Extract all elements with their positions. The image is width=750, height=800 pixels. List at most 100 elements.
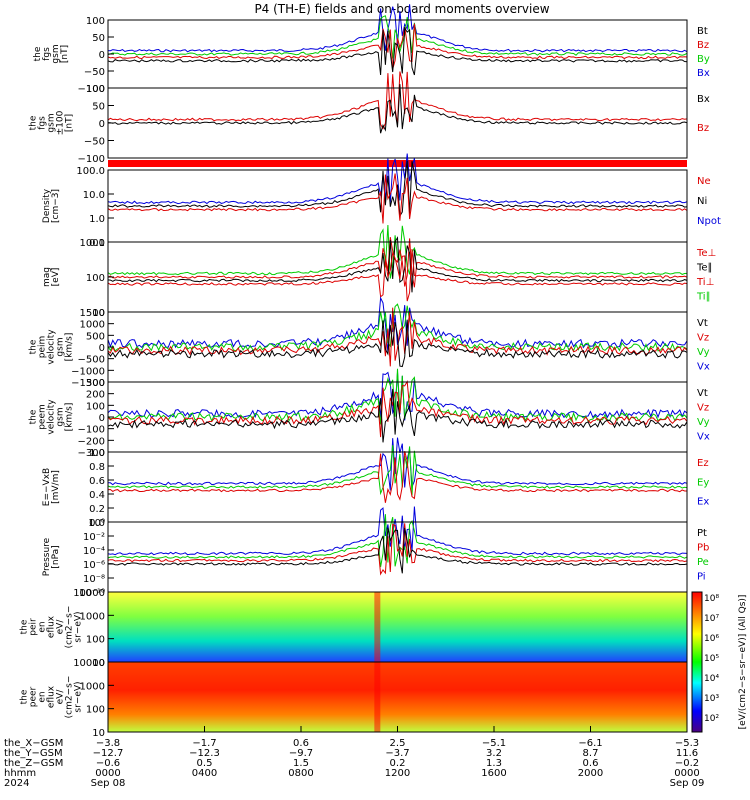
y-axis-label-line: peim bbox=[38, 336, 48, 359]
y-tick-label: 1000 bbox=[80, 238, 105, 249]
y-axis-label-line: gsm bbox=[51, 44, 61, 63]
y-tick-label: −50 bbox=[84, 137, 105, 148]
y-tick-label: 10⁻¹⁰ bbox=[79, 588, 105, 599]
status-bar bbox=[108, 160, 687, 167]
y-axis-label-line: [nT] bbox=[65, 114, 75, 132]
y-axis-label-line: [km/s] bbox=[65, 333, 75, 362]
colorbar-tick-label: 10⁷ bbox=[704, 614, 719, 624]
series-trace bbox=[107, 224, 688, 279]
panel-fgs_gsm_100: 100 50 0 −50 −100 the fgs gsm ±100 [nT] Bx Bz bbox=[29, 71, 710, 165]
y-axis-label-line: Pressure bbox=[42, 537, 52, 576]
colorbar-tick-label: 10⁴ bbox=[704, 674, 719, 684]
x-tick-label: −1.7 bbox=[192, 738, 216, 749]
colorbar-label-text: [eV/(cm2−s−sr−eV)] (All Qs)] bbox=[738, 595, 748, 730]
y-axis-label-line: velocity bbox=[47, 399, 57, 435]
series-trace bbox=[107, 84, 688, 134]
y-tick-label: 0.0 bbox=[89, 518, 105, 529]
legend-entry: Vt bbox=[697, 318, 708, 329]
x-tick-label: 1.5 bbox=[293, 758, 309, 769]
legend-entry: Pi bbox=[697, 572, 706, 583]
panel-efield: 1.0 0.8 0.6 0.4 0.2 0.0 E=−VxB [mV/m] Ez Ey Ex bbox=[42, 437, 709, 529]
x-row-label: 2024 bbox=[4, 778, 29, 789]
x-tick-label: 2.5 bbox=[390, 738, 406, 749]
series-trace bbox=[107, 173, 688, 224]
x-tick-label: −6.1 bbox=[578, 738, 602, 749]
colorbar-tick-label: 10² bbox=[704, 714, 719, 724]
series-trace bbox=[107, 445, 688, 496]
y-axis-label-line: eflux bbox=[47, 615, 57, 638]
y-axis-label: the peim velocity gsm [km/s] bbox=[29, 329, 75, 365]
panel-temperature: 1000 100 10 mag [eV] Te⊥ Te∥ Ti⊥ Ti∥ bbox=[42, 224, 716, 319]
legend-entry: Bz bbox=[697, 123, 709, 134]
legend-entry: Pe bbox=[697, 557, 709, 568]
y-axis-label-line: gsm bbox=[56, 337, 66, 356]
y-tick-label: 1500 bbox=[80, 308, 105, 319]
y-tick-label: −100 bbox=[78, 425, 105, 436]
y-tick-label: 10⁻⁸ bbox=[83, 574, 105, 585]
y-tick-label: 10 bbox=[92, 728, 105, 739]
colorbar-gradient bbox=[691, 591, 703, 733]
series-trace bbox=[107, 379, 688, 438]
x-tick-label: −9.7 bbox=[289, 748, 313, 759]
y-axis-label-line: Density bbox=[42, 188, 52, 223]
y-axis-label: Pressure [nPa] bbox=[42, 537, 61, 576]
y-tick-label: 1.0 bbox=[89, 448, 105, 459]
y-axis-label-line: eV/ bbox=[56, 619, 66, 635]
series-trace bbox=[107, 368, 688, 425]
y-tick-label: 10 bbox=[92, 658, 105, 669]
y-tick-label: 0 bbox=[99, 343, 105, 354]
x-tick-label: 0.2 bbox=[390, 758, 406, 769]
legend-entry: Te∥ bbox=[696, 263, 713, 274]
legend-entry: Ex bbox=[697, 497, 709, 508]
y-tick-label: 10⁻⁶ bbox=[83, 560, 105, 571]
y-tick-label: 0 bbox=[99, 413, 105, 424]
y-axis-label-line: the bbox=[29, 409, 39, 424]
colorbar: 10⁸ 10⁷ 10⁶ 10⁵ 10⁴ 10³ 10² [eV/(cm2−s−sr−eV)] … bbox=[691, 591, 748, 733]
y-axis-label-line: en bbox=[38, 691, 48, 702]
legend-entry: Bx bbox=[697, 94, 710, 105]
y-tick-label: 10⁰ bbox=[88, 518, 105, 529]
x-tick-label: −0.2 bbox=[675, 758, 699, 769]
legend-entry: Ti⊥ bbox=[696, 277, 714, 288]
y-axis-label-line: the bbox=[20, 619, 30, 634]
y-tick-label: 300 bbox=[86, 378, 105, 389]
legend-entry: Vy bbox=[697, 347, 710, 358]
y-axis-label: the peer en eflux eV/(cm2−s− sr−eV) bbox=[20, 676, 84, 719]
y-tick-label: 1.0 bbox=[89, 214, 105, 225]
y-axis-label-line: sr−eV) bbox=[74, 611, 84, 642]
spectrogram-fill bbox=[108, 592, 687, 662]
y-axis-label-line: peir bbox=[29, 618, 39, 636]
y-tick-label: 10⁻² bbox=[83, 532, 105, 543]
y-axis-label-line: [nPa] bbox=[51, 545, 61, 568]
y-tick-label: 0.2 bbox=[89, 504, 105, 515]
colorbar-tick-label: 10⁶ bbox=[704, 634, 719, 644]
colorbar-tick-label: 10³ bbox=[704, 694, 719, 704]
legend-entry: Ne bbox=[697, 176, 711, 187]
x-tick-label: 8.7 bbox=[583, 748, 599, 759]
x-tick-label: 0000 bbox=[674, 768, 699, 779]
y-tick-label: 100 bbox=[86, 635, 105, 646]
x-tick-label: 0800 bbox=[288, 768, 313, 779]
y-axis-label-line: the bbox=[29, 339, 39, 354]
legend-entry: Vz bbox=[697, 333, 709, 344]
legend-entry: Vz bbox=[697, 403, 709, 414]
y-tick-label: 50 bbox=[92, 102, 105, 113]
y-axis-label-line: ±100 bbox=[56, 110, 66, 135]
y-tick-label: 10000 bbox=[73, 588, 105, 599]
y-tick-label: 500 bbox=[86, 331, 105, 342]
series-trace bbox=[108, 437, 688, 491]
y-axis-label-line: peer bbox=[29, 686, 39, 707]
panel-peer_spectrogram: 10000 1000 100 10 the peer en eflux eV/(cm2−s− sr… bbox=[20, 658, 688, 739]
y-tick-label: 100 bbox=[86, 705, 105, 716]
y-tick-label: 0 bbox=[99, 50, 105, 61]
series-trace bbox=[107, 236, 688, 293]
legend-entry: Ey bbox=[697, 477, 709, 488]
y-axis-label-line: sr−eV) bbox=[74, 681, 84, 712]
x-tick-label: 0.6 bbox=[293, 738, 309, 749]
legend-entry: Vt bbox=[697, 388, 708, 399]
series-trace bbox=[107, 153, 688, 205]
y-tick-label: 0 bbox=[99, 119, 105, 130]
y-axis-label-line: [cm−3] bbox=[51, 189, 61, 223]
